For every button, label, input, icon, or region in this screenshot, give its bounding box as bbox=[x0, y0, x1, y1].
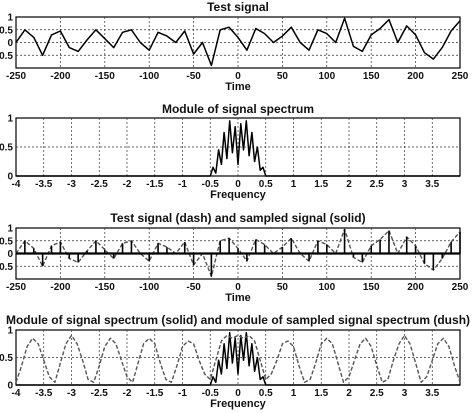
x-tick-label: -1.5 bbox=[146, 179, 164, 190]
x-tick-label: -1.5 bbox=[146, 388, 164, 399]
x-tick-label: 150 bbox=[363, 282, 380, 293]
x-tick-label: -2 bbox=[123, 388, 132, 399]
x-tick-label: -2 bbox=[123, 179, 132, 190]
x-tick-label: -4 bbox=[12, 388, 21, 399]
x-tick-label: -1 bbox=[178, 179, 187, 190]
y-tick-label: 1 bbox=[7, 114, 13, 125]
x-axis-label: Frequency bbox=[210, 189, 267, 201]
x-tick-label: 0 bbox=[235, 282, 241, 293]
x-tick-label: 1 bbox=[291, 388, 297, 399]
x-tick-label: 200 bbox=[407, 71, 424, 82]
x-tick-label: 50 bbox=[277, 282, 289, 293]
x-tick-label: -200 bbox=[50, 71, 70, 82]
y-tick-label: 0.5 bbox=[0, 25, 13, 36]
x-tick-label: 1.5 bbox=[314, 179, 328, 190]
x-tick-label: 3 bbox=[402, 179, 408, 190]
y-tick-label: -0.5 bbox=[0, 51, 13, 62]
x-tick-label: -50 bbox=[186, 282, 201, 293]
x-tick-label: 2 bbox=[346, 388, 352, 399]
series-line-1 bbox=[15, 17, 461, 67]
y-tick-label: 0.5 bbox=[0, 236, 13, 247]
x-tick-label: 0 bbox=[235, 179, 241, 190]
x-axis-label: Time bbox=[225, 81, 250, 93]
x-tick-label: -250 bbox=[6, 282, 26, 293]
x-tick-label: 250 bbox=[452, 282, 469, 293]
chart-panel-4: Module of signal spectrum (solid) and mo… bbox=[0, 313, 470, 410]
y-tick-label: 1 bbox=[7, 13, 13, 24]
x-tick-label: 250 bbox=[452, 71, 469, 82]
x-tick-label: -4 bbox=[12, 179, 21, 190]
x-tick-label: 0 bbox=[235, 388, 241, 399]
x-tick-label: -3.5 bbox=[35, 179, 53, 190]
x-tick-label: -150 bbox=[95, 71, 115, 82]
chart-panel-1: Test signal -0.5 0 0.51 -250 -200 -150 -100 -50 0… bbox=[0, 0, 469, 93]
x-tick-label: 0.5 bbox=[259, 388, 273, 399]
x-tick-label: 3.5 bbox=[425, 388, 439, 399]
chart-title: Module of signal spectrum (solid) and mo… bbox=[6, 313, 470, 327]
series-line-1 bbox=[16, 120, 460, 177]
x-tick-label: 100 bbox=[318, 71, 335, 82]
y-tick-label: 0 bbox=[7, 381, 13, 392]
x-tick-label: -100 bbox=[139, 71, 159, 82]
x-tick-label: 2.5 bbox=[370, 179, 384, 190]
x-tick-label: 1.5 bbox=[314, 388, 328, 399]
x-tick-label: -150 bbox=[95, 282, 115, 293]
chart-title: Module of signal spectrum bbox=[162, 102, 314, 116]
x-tick-label: 50 bbox=[277, 71, 289, 82]
x-tick-label: -0.5 bbox=[202, 388, 220, 399]
y-tick-label: 0 bbox=[7, 172, 13, 183]
x-tick-label: -3 bbox=[67, 388, 76, 399]
x-tick-label: -50 bbox=[186, 71, 201, 82]
x-tick-label: 2.5 bbox=[370, 388, 384, 399]
chart-panel-2: Module of signal spectrum 0 0.5 1 -4 -3.5 -3 -2… bbox=[0, 102, 461, 201]
x-tick-label: 0.5 bbox=[259, 179, 273, 190]
x-axis-label: Time bbox=[225, 292, 250, 304]
x-tick-label: -3 bbox=[67, 179, 76, 190]
chart-title: Test signal bbox=[207, 0, 269, 14]
series-line-2 bbox=[15, 334, 461, 383]
y-tick-label: 1 bbox=[7, 326, 13, 337]
x-tick-label: 3.5 bbox=[425, 179, 439, 190]
x-tick-label: -3.5 bbox=[35, 388, 53, 399]
chart-title: Test signal (dash) and sampled signal (s… bbox=[110, 211, 365, 225]
x-tick-label: -2.5 bbox=[91, 388, 109, 399]
series-line-1 bbox=[16, 332, 460, 386]
y-tick-label: 0.5 bbox=[0, 143, 13, 154]
x-axis-label: Frequency bbox=[210, 398, 267, 410]
x-tick-label: 100 bbox=[318, 282, 335, 293]
x-tick-label: 150 bbox=[363, 71, 380, 82]
x-tick-label: -0.5 bbox=[202, 179, 220, 190]
x-tick-label: -100 bbox=[139, 282, 159, 293]
x-tick-label: 200 bbox=[407, 282, 424, 293]
x-tick-label: 0 bbox=[235, 71, 241, 82]
x-tick-label: 1 bbox=[291, 179, 297, 190]
chart-panel-3: Test signal (dash) and sampled signal (s… bbox=[0, 211, 469, 304]
y-tick-label: 0.5 bbox=[0, 353, 13, 364]
y-tick-label: 0 bbox=[7, 38, 13, 49]
x-tick-label: -200 bbox=[50, 282, 70, 293]
x-tick-label: 2 bbox=[346, 179, 352, 190]
y-tick-label: 0 bbox=[7, 249, 13, 260]
y-tick-label: 1 bbox=[7, 224, 13, 235]
x-tick-label: -250 bbox=[6, 71, 26, 82]
x-tick-label: -1 bbox=[178, 388, 187, 399]
x-tick-label: -2.5 bbox=[91, 179, 109, 190]
y-tick-label: -0.5 bbox=[0, 262, 13, 273]
x-tick-label: 3 bbox=[402, 388, 408, 399]
